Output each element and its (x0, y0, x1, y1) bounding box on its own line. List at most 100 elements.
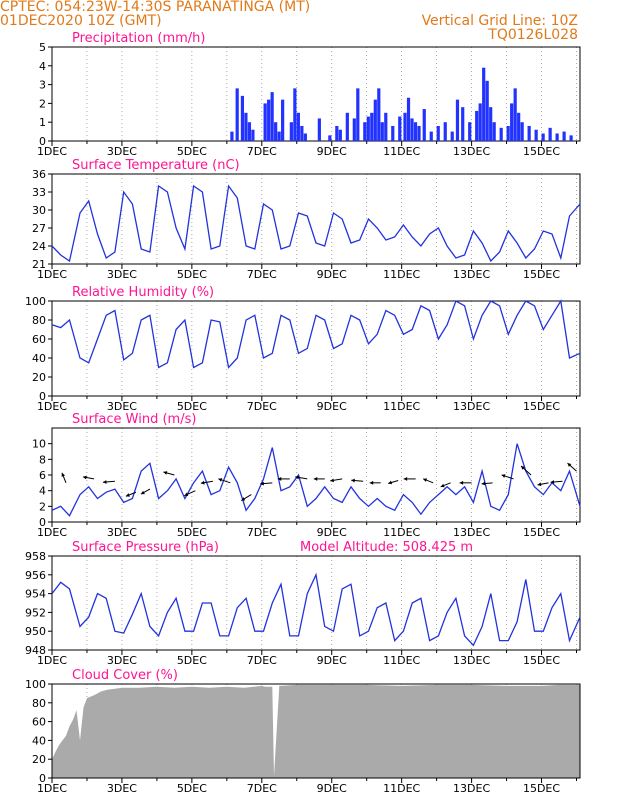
precip-bar (300, 125, 304, 141)
precip-bar (461, 107, 465, 141)
wind-arrow (501, 474, 514, 480)
x-tick-label: 5DEC (177, 654, 207, 667)
x-tick-label: 9DEC (317, 145, 347, 158)
precip-bar (569, 135, 573, 141)
wind-arrow (403, 476, 416, 481)
panel-1 (48, 173, 581, 269)
plot-frame (51, 46, 581, 142)
precip-bar (436, 125, 440, 141)
precip-bar (455, 99, 460, 141)
wind-arrow (295, 475, 308, 480)
precip-bar (485, 80, 489, 141)
precip-bar (555, 133, 559, 141)
panel-4 (48, 555, 581, 655)
wind-arrow (184, 490, 196, 497)
precip-bar (468, 122, 472, 141)
x-tick-label: 1DEC (37, 782, 67, 795)
precip-bar (492, 122, 496, 141)
y-tick-label: 0 (39, 516, 46, 529)
precip-bar (562, 131, 566, 141)
panel-title: Relative Humidity (%) (72, 285, 214, 300)
precip-bar (281, 99, 285, 141)
x-tick-label: 11DEC (383, 654, 420, 667)
precip-bar (513, 88, 517, 141)
precip-bar (478, 103, 482, 141)
y-tick-label: 80 (32, 697, 46, 710)
x-tick-label: 15DEC (523, 654, 560, 667)
x-tick-label: 11DEC (383, 268, 420, 281)
precip-bar (356, 88, 360, 141)
panel-title: Cloud Cover (%) (72, 668, 178, 683)
precip-bar (296, 112, 300, 141)
header-model-code: TQ0126L028 (488, 27, 578, 43)
y-tick-label: 1 (39, 116, 46, 129)
x-tick-label: 1DEC (37, 400, 67, 413)
series-line (51, 299, 581, 369)
cloud-cover-area (52, 684, 580, 778)
precip-bar (317, 118, 321, 141)
precip-bar (230, 131, 234, 141)
precip-bar (384, 112, 388, 141)
wind-arrow (82, 475, 95, 480)
precip-bar (338, 129, 342, 141)
wind-arrow (369, 480, 381, 485)
x-tick-label: 11DEC (383, 782, 420, 795)
precip-bar (263, 103, 267, 141)
y-tick-label: 27 (32, 222, 46, 235)
precip-bar (377, 88, 381, 141)
x-tick-label: 7DEC (247, 526, 277, 539)
panel-title: Surface Pressure (hPa) (72, 540, 219, 555)
x-tick-label: 9DEC (317, 654, 347, 667)
y-tick-label: 6 (39, 469, 46, 482)
wind-arrow (330, 478, 343, 483)
precip-bar (482, 67, 486, 141)
x-tick-label: 3DEC (107, 400, 137, 413)
y-tick-label: 4 (39, 485, 46, 498)
x-tick-label: 7DEC (247, 268, 277, 281)
precip-bar (527, 125, 531, 141)
y-tick-label: 0 (39, 390, 46, 403)
x-tick-label: 7DEC (247, 400, 277, 413)
x-tick-label: 9DEC (317, 268, 347, 281)
wind-arrow (163, 471, 175, 476)
x-tick-label: 1DEC (37, 268, 67, 281)
precip-bar (251, 129, 255, 141)
precip-bar (328, 135, 332, 141)
precip-bar (293, 88, 297, 141)
x-tick-label: 3DEC (107, 526, 137, 539)
y-tick-label: 2 (39, 500, 46, 513)
series-line (51, 572, 581, 647)
precip-bar (398, 116, 402, 141)
y-tick-label: 80 (32, 314, 46, 327)
precip-bar (475, 110, 479, 141)
wind-arrow (567, 462, 577, 472)
wind-arrow (102, 480, 115, 484)
y-tick-label: 40 (32, 734, 46, 747)
precip-bar (240, 95, 245, 141)
y-tick-label: 8 (39, 453, 46, 466)
wind-arrow (140, 488, 151, 495)
precip-bar (289, 122, 293, 141)
y-tick-label: 60 (32, 716, 46, 729)
y-tick-label: 40 (32, 352, 46, 365)
precip-bar (422, 109, 426, 141)
x-tick-label: 3DEC (107, 145, 137, 158)
precip-bar (274, 122, 278, 141)
x-tick-label: 1DEC (37, 145, 67, 158)
x-tick-label: 15DEC (523, 782, 560, 795)
x-tick-label: 5DEC (177, 400, 207, 413)
x-tick-label: 15DEC (523, 400, 560, 413)
wind-arrow (520, 465, 532, 476)
x-tick-label: 5DEC (177, 268, 207, 281)
wind-arrow (218, 478, 231, 484)
precip-bar (410, 118, 414, 141)
wind-arrow (422, 478, 434, 484)
header-location: CPTEC: 054:23W-14:30S PARANATINGA (MT) (0, 0, 311, 15)
precip-bar (499, 127, 503, 141)
panel-title: Surface Wind (m/s) (72, 412, 196, 427)
wind-arrow (459, 480, 472, 485)
y-tick-label: 5 (39, 41, 46, 54)
wind-arrow (550, 480, 563, 484)
precip-bar (517, 112, 521, 141)
